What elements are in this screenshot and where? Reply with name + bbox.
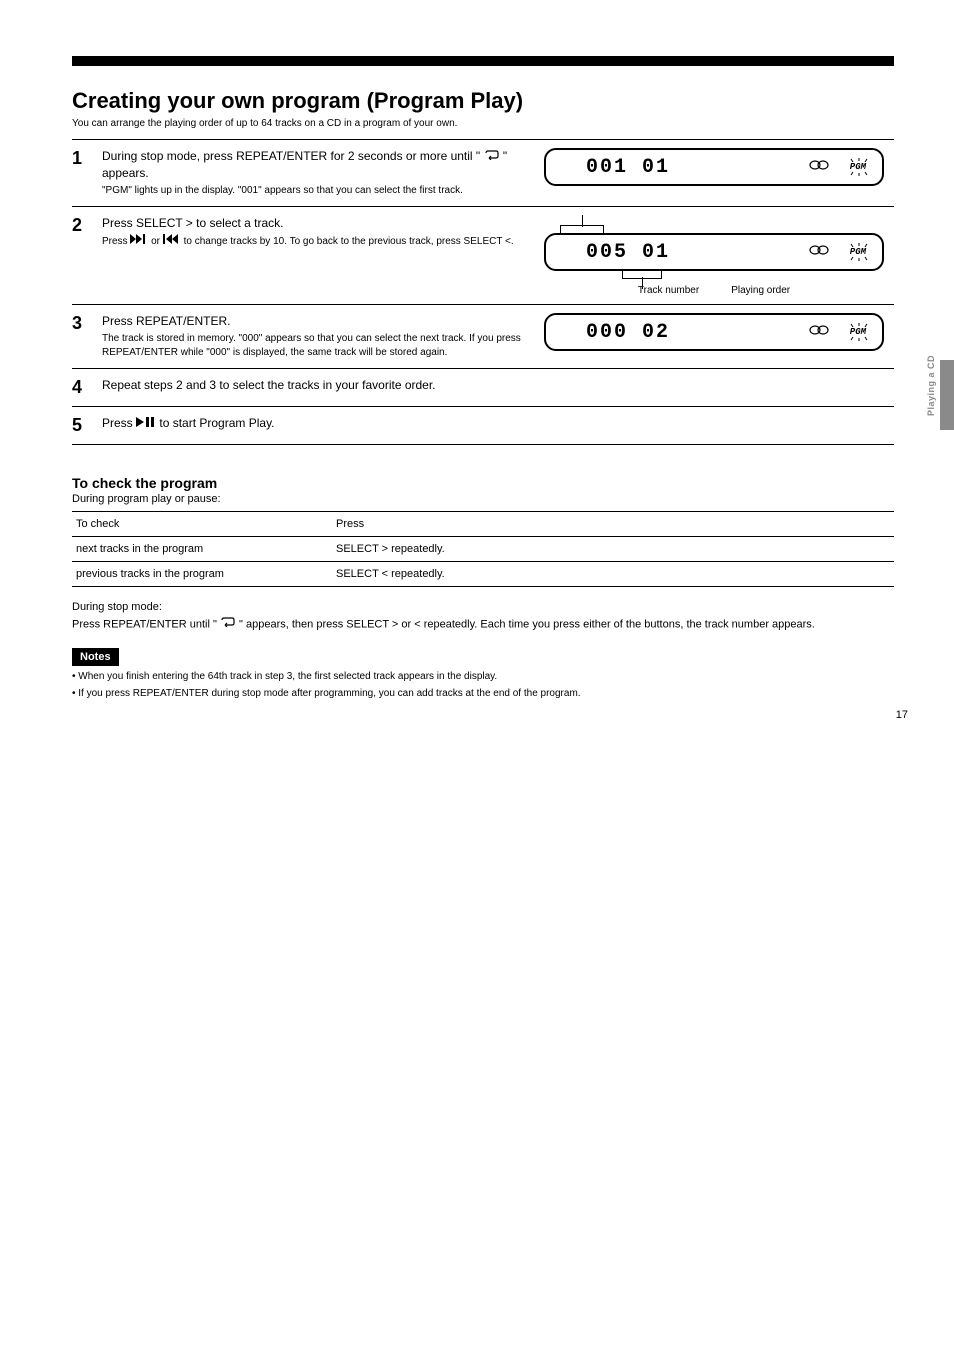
text: to start Program Play. xyxy=(159,416,274,430)
table-header: To check xyxy=(72,512,332,536)
step-row: 2 Press SELECT > to select a track. Pres… xyxy=(72,207,894,305)
step-display-area xyxy=(534,377,894,398)
step-body: Repeat steps 2 and 3 to select the track… xyxy=(102,377,534,398)
lcd-display: 001 01 PGM xyxy=(544,148,884,186)
pgm-icon: PGM xyxy=(850,247,866,257)
text: to change tracks by 10. To go back to th… xyxy=(184,236,514,247)
lcd-display: 005 01 PGM xyxy=(544,233,884,271)
table-cell: SELECT < repeatedly. xyxy=(332,562,894,586)
repeat-arrow-icon xyxy=(484,148,500,165)
note-item: • When you finish entering the 64th trac… xyxy=(72,670,894,684)
step-instruction: During stop mode, press REPEAT/ENTER for… xyxy=(102,148,524,182)
step-display-area: 001 01 PGM xyxy=(534,148,894,198)
note-label: Notes xyxy=(72,648,119,666)
step-detail: Press or to change tracks by 10. To go b… xyxy=(102,234,524,249)
text: " appears, then press SELECT > or < repe… xyxy=(239,618,815,630)
text: If you press REPEAT/ENTER during stop mo… xyxy=(78,688,580,699)
check-para: Press REPEAT/ENTER until " " appears, th… xyxy=(72,617,894,633)
text: Press REPEAT/ENTER until " xyxy=(72,618,217,630)
pgm-icon: PGM xyxy=(850,327,866,337)
step-instruction: Press SELECT > to select a track. xyxy=(102,215,524,232)
table-cell: SELECT > repeatedly. xyxy=(332,537,894,561)
skip-back-icon xyxy=(163,234,181,249)
table-cell: next tracks in the program xyxy=(72,537,332,561)
step-display-area: 005 01 PGM Track number Playing order xyxy=(534,215,894,296)
step-detail: The track is stored in memory. "000" app… xyxy=(102,332,524,360)
step-instruction: Repeat steps 2 and 3 to select the track… xyxy=(102,377,524,394)
step-instruction: Press to start Program Play. xyxy=(102,415,524,432)
check-table: To check Press next tracks in the progra… xyxy=(72,511,894,587)
page-title: Creating your own program (Program Play) xyxy=(72,88,894,114)
step-row: 1 During stop mode, press REPEAT/ENTER f… xyxy=(72,140,894,207)
lcd-icons: PGM xyxy=(808,243,866,261)
table-header: Press xyxy=(332,512,894,536)
step-detail: "PGM" lights up in the display. "001" ap… xyxy=(102,184,524,198)
page-number: 17 xyxy=(896,709,908,721)
table-cell: previous tracks in the program xyxy=(72,562,332,586)
lcd-digits: 001 01 xyxy=(586,156,670,179)
check-sub2: During stop mode: xyxy=(72,601,894,613)
lcd-digits: 000 02 xyxy=(586,321,670,344)
play-pause-icon xyxy=(136,415,156,432)
text: When you finish entering the 64th track … xyxy=(78,671,497,682)
pgm-icon: PGM xyxy=(850,162,866,172)
text: or xyxy=(151,236,163,247)
step-body: Press SELECT > to select a track. Press … xyxy=(102,215,534,296)
check-sub: During program play or pause: xyxy=(72,493,894,505)
step-row: 4 Repeat steps 2 and 3 to select the tra… xyxy=(72,369,894,407)
lcd-digits: 005 01 xyxy=(586,241,670,264)
step-row: 5 Press to start Program Play. xyxy=(72,407,894,445)
label-playing-order: Playing order xyxy=(731,285,790,296)
lcd-labels: Track number Playing order xyxy=(638,285,790,296)
step-body: Press to start Program Play. xyxy=(102,415,534,436)
top-black-bar xyxy=(72,56,894,66)
step-display-area xyxy=(534,415,894,436)
text: During stop mode, press REPEAT/ENTER for… xyxy=(102,149,480,163)
step-instruction: Press REPEAT/ENTER. xyxy=(102,313,524,330)
side-tab xyxy=(940,360,954,430)
check-heading: To check the program xyxy=(72,475,894,491)
lcd-icons: PGM xyxy=(808,158,866,176)
side-label: Playing a CD xyxy=(926,355,936,416)
text: Press xyxy=(102,416,136,430)
label-track-number: Track number xyxy=(638,285,699,296)
note-item: • If you press REPEAT/ENTER during stop … xyxy=(72,687,894,701)
step-number: 1 xyxy=(72,148,102,198)
step-body: Press REPEAT/ENTER. The track is stored … xyxy=(102,313,534,360)
step-number: 4 xyxy=(72,377,102,398)
skip-forward-icon xyxy=(130,234,148,249)
chain-icon xyxy=(808,323,830,341)
step-row: 3 Press REPEAT/ENTER. The track is store… xyxy=(72,305,894,369)
track-bracket xyxy=(560,225,604,233)
repeat-arrow-icon xyxy=(220,617,236,632)
lcd-icons: PGM xyxy=(808,323,866,341)
text: Press xyxy=(102,236,130,247)
step-number: 3 xyxy=(72,313,102,360)
note-block: Notes • When you finish entering the 64t… xyxy=(72,647,894,701)
table-row: next tracks in the program SELECT > repe… xyxy=(72,537,894,562)
table-header-row: To check Press xyxy=(72,512,894,537)
table-row: previous tracks in the program SELECT < … xyxy=(72,562,894,586)
step-number: 5 xyxy=(72,415,102,436)
chain-icon xyxy=(808,243,830,261)
step-display-area: 000 02 PGM xyxy=(534,313,894,360)
step-number: 2 xyxy=(72,215,102,296)
page-subtitle: You can arrange the playing order of up … xyxy=(72,118,894,129)
bracket-tick xyxy=(642,277,643,289)
step-body: During stop mode, press REPEAT/ENTER for… xyxy=(102,148,534,198)
lcd-display: 000 02 PGM xyxy=(544,313,884,351)
chain-icon xyxy=(808,158,830,176)
